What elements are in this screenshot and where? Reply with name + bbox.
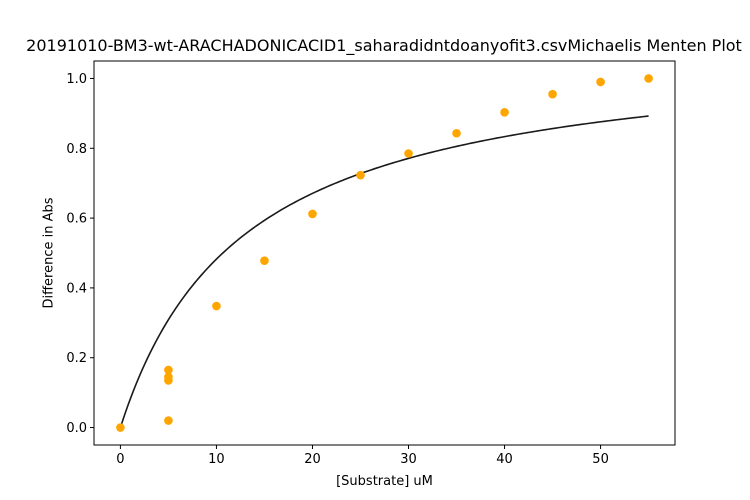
x-tick-label: 40 — [496, 452, 513, 467]
data-point — [452, 128, 461, 138]
data-point — [404, 149, 413, 158]
y-tick-label: 0.2 — [66, 351, 87, 366]
data-point — [212, 301, 221, 311]
y-tick-label: 1.0 — [66, 72, 87, 87]
data-point — [260, 256, 269, 265]
x-tick-label: 30 — [400, 452, 417, 467]
data-point — [164, 365, 173, 375]
y-tick-label: 0.4 — [66, 281, 87, 296]
y-tick-label: 0.6 — [66, 212, 87, 227]
y-tick-label: 0.8 — [66, 142, 87, 157]
data-point — [116, 423, 125, 432]
chart-title: 20191010-BM3-wt-ARACHADONICACID1_saharad… — [26, 36, 742, 56]
data-point — [644, 74, 653, 83]
data-point — [548, 89, 557, 99]
plot-frame — [93, 60, 676, 446]
x-tick-label: 50 — [592, 452, 609, 467]
x-tick-label: 20 — [304, 452, 321, 467]
data-point — [596, 77, 605, 87]
x-tick-label: 0 — [116, 452, 124, 467]
x-tick-label: 10 — [208, 452, 225, 467]
data-point — [500, 108, 509, 117]
plot-area — [116, 74, 653, 432]
data-point — [164, 416, 173, 425]
data-point — [356, 170, 365, 180]
data-point — [308, 209, 317, 219]
y-axis: 0.0 0.2 0.4 0.6 0.8 1.0 — [66, 72, 94, 436]
data-point — [164, 372, 173, 382]
y-axis-label: Difference in Abs — [42, 197, 57, 308]
x-axis-label: [Substrate] uM — [336, 474, 433, 489]
x-axis: 0 10 20 30 40 50 — [116, 445, 609, 467]
fit-curve — [119, 115, 649, 428]
y-tick-label: 0.0 — [66, 421, 87, 436]
